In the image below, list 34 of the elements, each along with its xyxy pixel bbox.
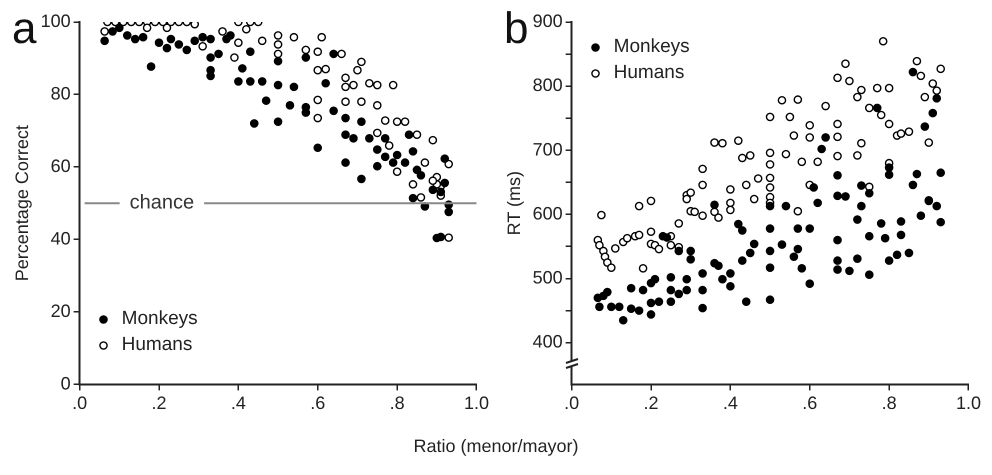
y-tick-label: 400	[532, 332, 563, 352]
y-tick-label: 100	[40, 10, 71, 31]
y-tick-label: 700	[532, 139, 563, 160]
x-tick-label: .8	[882, 393, 897, 414]
y-axis-title: Percentage Correct	[12, 125, 32, 282]
legend-label: Monkeys	[122, 307, 198, 332]
y-axis-title: RT (ms)	[504, 171, 524, 236]
x-tick-label: .4	[230, 393, 246, 414]
x-tick-label: .8	[390, 393, 405, 414]
x-tick-label: .6	[310, 393, 326, 414]
x-tick-label: 1.0	[464, 393, 490, 414]
y-tick-label: 20	[50, 300, 71, 321]
y-tick-label: 0	[60, 373, 71, 394]
y-tick-label: 60	[50, 156, 71, 176]
y-tick-label: 800	[532, 75, 563, 96]
x-tick-label: 1.0	[956, 393, 982, 414]
y-tick-label: 500	[532, 268, 563, 288]
x-tick-label: .4	[722, 393, 738, 414]
x-tick-label: .0	[564, 393, 580, 414]
legend-label: Monkeys	[614, 35, 690, 59]
y-tick-label: 600	[532, 203, 563, 224]
x-tick-label: .2	[151, 393, 167, 414]
y-tick-label: 40	[50, 228, 71, 248]
legend-label: Humans	[122, 333, 192, 358]
x-tick-label: .0	[72, 393, 88, 414]
x-tick-label: .6	[802, 393, 818, 414]
x-axis-title: Ratio (menor/mayor)	[412, 436, 580, 457]
y-tick-label: 900	[532, 10, 563, 31]
chart-title: b	[504, 4, 528, 54]
ref-line-label: chance	[130, 192, 194, 214]
x-tick-label: .2	[643, 393, 659, 414]
y-tick-label: 80	[50, 83, 71, 104]
legend-label: Humans	[614, 61, 684, 85]
chart-title: a	[12, 4, 36, 54]
